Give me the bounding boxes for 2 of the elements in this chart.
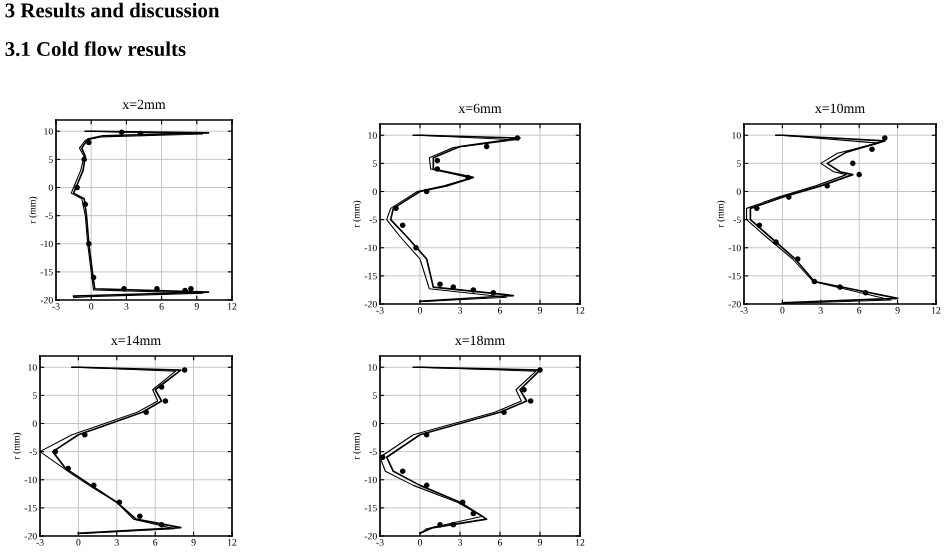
text: 3 Results and discussion: [5, 2, 220, 18]
text: 3.1 Cold flow results: [5, 41, 186, 57]
